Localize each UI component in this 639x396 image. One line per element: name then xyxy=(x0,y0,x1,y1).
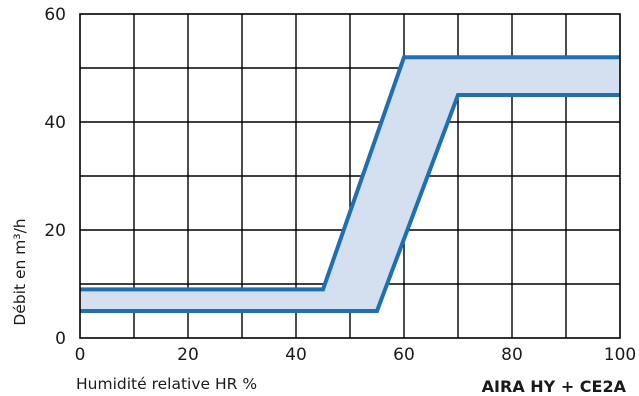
plot-area xyxy=(79,13,621,339)
y-tick-label: 0 xyxy=(55,329,66,349)
y-tick-label: 40 xyxy=(44,113,66,133)
x-axis-label: Humidité relative HR % xyxy=(76,375,257,393)
x-tick-label: 80 xyxy=(501,345,523,365)
lower-flow-line xyxy=(80,93,620,313)
x-tick-label: 20 xyxy=(177,345,199,365)
upper-flow-line xyxy=(80,55,620,292)
range-band xyxy=(80,57,620,312)
x-tick-label: 100 xyxy=(604,345,636,365)
x-tick-label: 0 xyxy=(75,345,86,365)
y-axis-ticks: 0 20 40 60 xyxy=(44,5,66,349)
product-label: AIRA HY + CE2A xyxy=(482,377,627,396)
y-axis-label: Débit en m³/h xyxy=(11,218,29,325)
y-tick-label: 20 xyxy=(44,221,66,241)
x-tick-label: 60 xyxy=(393,345,415,365)
y-tick-label: 60 xyxy=(44,5,66,25)
plot-frame xyxy=(79,13,621,339)
x-axis-ticks: 0 20 40 60 80 100 xyxy=(75,345,637,365)
x-tick-label: 40 xyxy=(285,345,307,365)
